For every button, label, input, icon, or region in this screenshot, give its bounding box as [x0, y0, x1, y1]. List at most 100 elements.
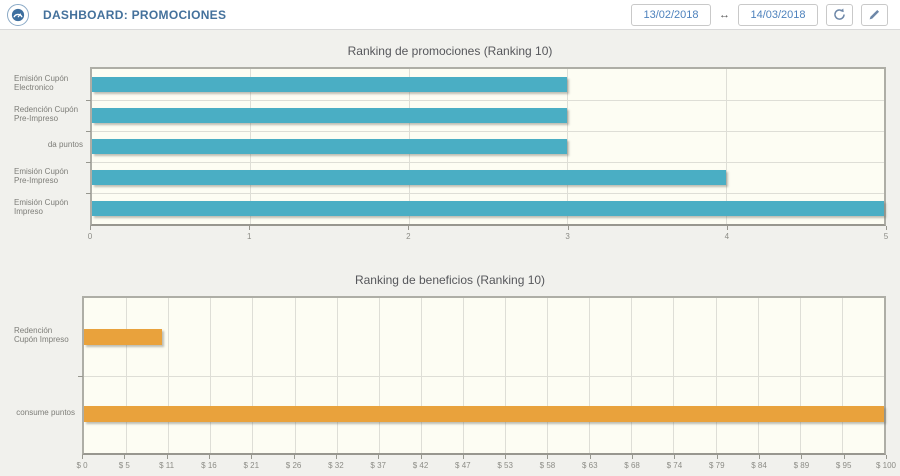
- x-axis-tick: [420, 455, 422, 459]
- x-axis-tick: [674, 455, 676, 459]
- y-axis-label: consume puntos: [16, 407, 75, 417]
- x-tick-label: 4: [724, 232, 730, 241]
- y-axis-label: Emisión Cupón Pre-Impreso: [14, 166, 69, 185]
- y-axis-label: Redención Cupón Pre-Impreso: [14, 104, 79, 123]
- refresh-button[interactable]: [826, 3, 853, 26]
- y-axis-tick: [86, 100, 91, 101]
- pencil-icon: [869, 9, 880, 20]
- x-axis-tick: [462, 455, 464, 459]
- x-axis-tick: [843, 455, 845, 459]
- x-axis-tick: [589, 455, 591, 459]
- y-axis-tick: [86, 131, 91, 132]
- x-axis-tick: [886, 226, 887, 230]
- top-bar: DASHBOARD: PROMOCIONES 13/02/2018 ↔ 14/0…: [0, 0, 900, 30]
- y-axis-label: Emisión Cupón Electronico: [14, 73, 69, 92]
- y-axis-tick: [86, 193, 91, 194]
- x-axis-ticks: 0 1 2 3 4 5: [87, 226, 889, 246]
- x-axis-tick: [547, 455, 549, 459]
- x-tick-label: $ 21: [243, 461, 260, 470]
- x-tick-label: $ 79: [708, 461, 725, 470]
- x-tick-label: $ 42: [412, 461, 429, 470]
- x-axis-ticks: $ 0 $ 5 $ 11 $ 16 $ 21 $ 26 $ 32 $ 37 $ 42 $ 47 $ …: [76, 455, 896, 475]
- gridline: [92, 131, 884, 132]
- bar-row: [84, 298, 884, 376]
- chart-promociones-plot: Emisión Cupón Electronico Redención Cupón…: [14, 67, 889, 246]
- x-tick-label: $ 32: [328, 461, 344, 470]
- x-tick-label: $ 16: [201, 461, 217, 470]
- x-axis: $ 0 $ 5 $ 11 $ 16 $ 21 $ 26 $ 32 $ 37 $ 42 $ 47 $ …: [14, 455, 896, 475]
- refresh-icon: [834, 8, 845, 20]
- bar-row: [92, 69, 884, 100]
- y-axis-labels: Redención Cupón Impreso consume puntos: [14, 296, 82, 455]
- x-axis-tick: [726, 226, 728, 230]
- chart-promociones: Ranking de promociones (Ranking 10) Emis…: [14, 44, 889, 246]
- x-tick-label: $ 84: [751, 461, 767, 470]
- x-tick-label: $ 5: [118, 461, 130, 470]
- chart-title-beneficios: Ranking de beneficios (Ranking 10): [354, 273, 546, 287]
- x-axis-tick: [208, 455, 210, 459]
- x-axis-tick: [801, 455, 803, 459]
- bar[interactable]: [92, 201, 884, 216]
- x-tick-label: $ 53: [497, 461, 513, 470]
- x-tick-label: $ 89: [793, 461, 810, 470]
- date-to-input[interactable]: 14/03/2018: [738, 3, 818, 26]
- bar[interactable]: [92, 139, 568, 154]
- edit-button[interactable]: [861, 3, 888, 26]
- x-tick-label: 3: [565, 232, 570, 241]
- x-tick-label: 5: [883, 232, 889, 241]
- x-tick-label: $ 63: [581, 461, 598, 470]
- bar-row: [92, 193, 884, 224]
- bar[interactable]: [84, 328, 162, 345]
- y-axis-label: da puntos: [47, 140, 83, 149]
- x-axis-tick: [505, 455, 507, 459]
- x-tick-label: $ 95: [835, 461, 852, 470]
- x-axis-tick: [249, 226, 251, 230]
- x-tick-label: 2: [406, 232, 411, 241]
- chart-beneficios: Ranking de beneficios (Ranking 10) Reden…: [14, 273, 896, 475]
- x-axis-tick: [124, 455, 126, 459]
- x-tick-label: $ 11: [159, 461, 175, 470]
- x-axis-tick: [632, 455, 634, 459]
- x-tick-label: $ 100: [875, 461, 897, 470]
- bar-row: [92, 162, 884, 193]
- dashboard-body: Ranking de promociones (Ranking 10) Emis…: [0, 30, 900, 475]
- gridline: [725, 69, 727, 224]
- x-tick-label: 0: [87, 232, 93, 241]
- y-axis-tick: [78, 375, 83, 377]
- x-axis-tick: [335, 455, 337, 459]
- bar-row: [84, 376, 884, 454]
- x-axis: 0 1 2 3 4 5: [14, 226, 889, 246]
- x-tick-label: 1: [246, 232, 252, 241]
- x-axis-tick: [166, 455, 168, 459]
- gauge-dashboard-icon: [7, 3, 29, 26]
- bar-row: [92, 131, 884, 162]
- bar[interactable]: [92, 170, 726, 185]
- x-axis-tick: [886, 455, 887, 459]
- plot-background: [86, 67, 886, 226]
- plot-background: [78, 296, 886, 455]
- date-from-input[interactable]: 13/02/2018: [631, 3, 711, 26]
- gridline: [92, 162, 884, 163]
- x-axis-pad: [14, 226, 90, 246]
- x-tick-label: $ 26: [285, 461, 302, 470]
- x-tick-label: $ 58: [539, 461, 556, 470]
- x-tick-label: $ 68: [624, 461, 640, 470]
- bar[interactable]: [84, 406, 884, 423]
- x-axis-tick: [251, 455, 253, 459]
- x-tick-label: $ 0: [76, 461, 88, 470]
- x-axis-tick: [567, 226, 569, 230]
- x-axis-tick: [716, 455, 718, 459]
- gridline: [92, 193, 884, 194]
- gridline: [84, 375, 884, 377]
- bar[interactable]: [92, 77, 568, 92]
- x-tick-label: $ 47: [455, 461, 471, 470]
- gridline: [92, 100, 884, 101]
- gridline: [567, 69, 569, 224]
- bar[interactable]: [92, 108, 568, 123]
- plot-area: Redención Cupón Impreso consume puntos: [14, 296, 886, 455]
- plot-area: Emisión Cupón Electronico Redención Cupón…: [14, 67, 886, 226]
- date-range-arrow-icon: ↔: [719, 8, 730, 21]
- x-tick-label: $ 74: [666, 461, 683, 470]
- y-axis-tick: [86, 162, 91, 163]
- bar-row: [92, 100, 884, 131]
